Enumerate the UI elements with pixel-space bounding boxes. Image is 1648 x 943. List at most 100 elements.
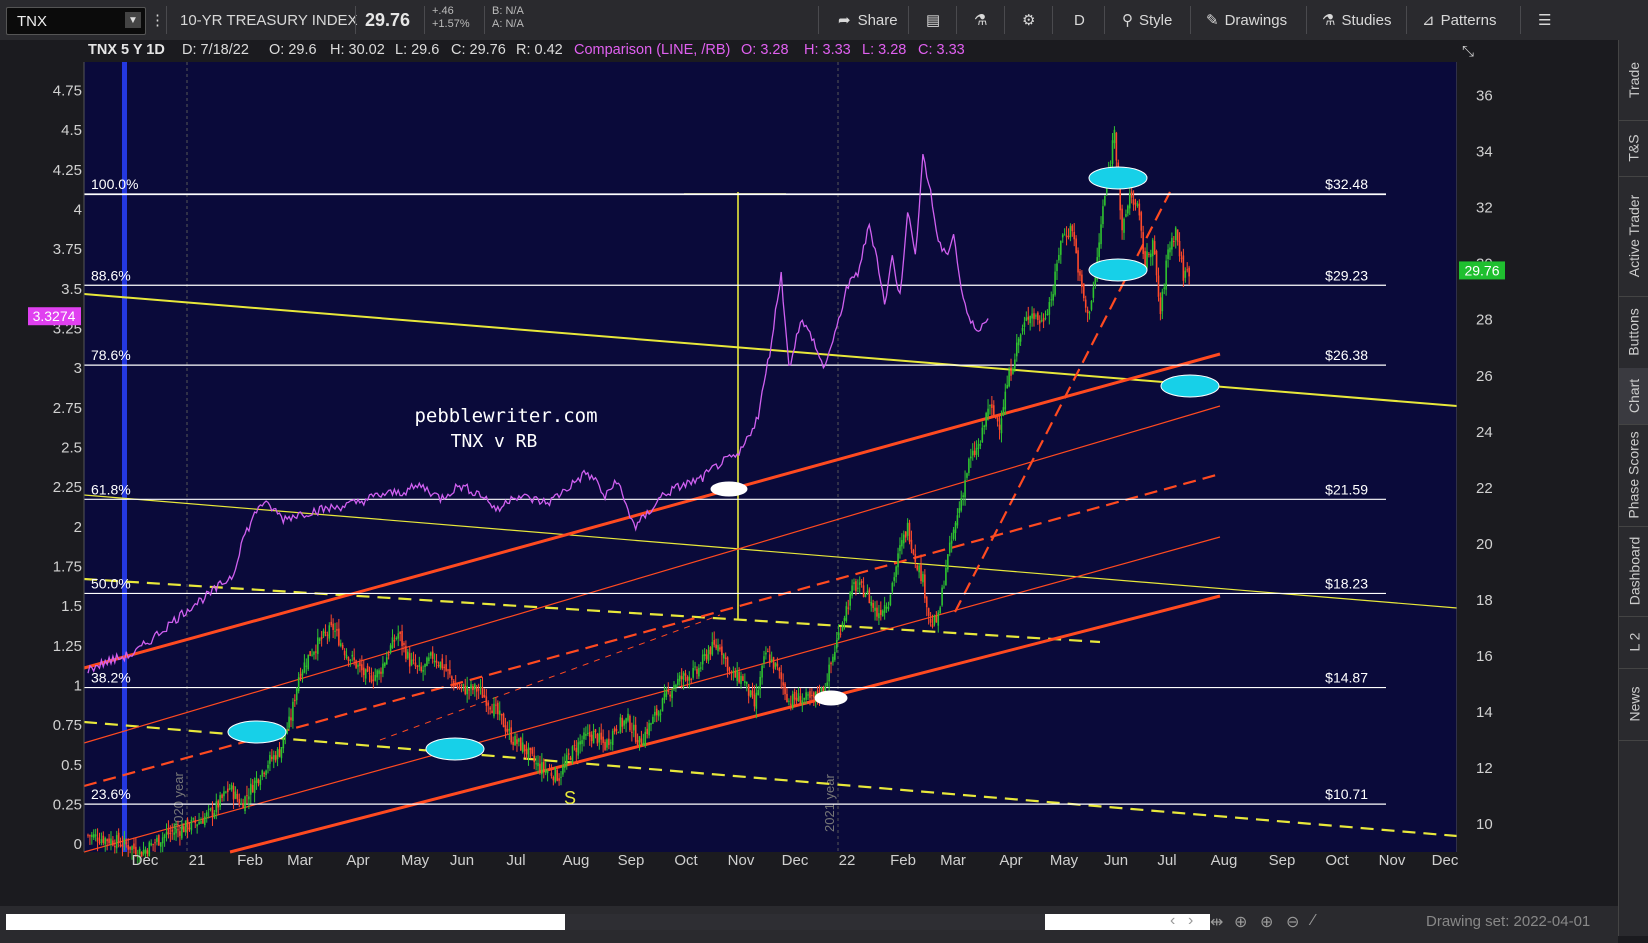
candle-body xyxy=(399,632,401,635)
candle-body xyxy=(745,681,748,685)
hdr-cmp-close: C: 3.33 xyxy=(918,42,965,58)
hdr-cmp-low: L: 3.28 xyxy=(862,42,906,58)
chart-symbol-label: TNX 5 Y 1D xyxy=(88,42,165,58)
candle-body xyxy=(435,660,438,664)
nav-tab-buttons[interactable]: Buttons xyxy=(1619,296,1648,369)
candle-body xyxy=(1063,234,1066,236)
red-channel-dashed-mid xyxy=(83,472,1221,788)
settings-button[interactable]: ⚙ xyxy=(1012,0,1045,40)
expand-icon[interactable]: ⇹ xyxy=(1210,914,1224,931)
candle-body xyxy=(297,677,300,692)
studies-button[interactable]: ⚗ Studies xyxy=(1312,0,1402,40)
candle-body xyxy=(885,607,888,609)
candle-body xyxy=(763,656,765,664)
period-button[interactable]: D xyxy=(1064,0,1095,40)
grip-icon[interactable]: ⋮ xyxy=(150,12,165,29)
share-button[interactable]: ➦ Share xyxy=(828,0,908,40)
cyan-marker[interactable] xyxy=(227,720,287,744)
plot-area[interactable] xyxy=(84,62,1457,852)
scroll-left-icon[interactable]: ‹ xyxy=(1170,912,1176,929)
candle-body xyxy=(700,667,702,669)
candle-body xyxy=(163,834,166,838)
price-chart[interactable]: TNX 5 Y 1D D: 7/18/22 O: 29.6 H: 30.02 L… xyxy=(0,40,1618,906)
cyan-marker[interactable] xyxy=(425,737,485,761)
nav-tab-dashboard[interactable]: Dashboard xyxy=(1619,526,1648,617)
candle-body xyxy=(414,662,417,667)
candle-body xyxy=(1054,271,1056,295)
menu-button[interactable]: ☰ xyxy=(1528,0,1561,40)
candle-body xyxy=(142,850,145,855)
x-tick-label: 22 xyxy=(839,852,856,869)
collapse-icon[interactable]: ⤡ xyxy=(1462,43,1474,60)
candle-body xyxy=(914,553,917,562)
candle-body xyxy=(1098,242,1100,257)
candle-body xyxy=(970,456,972,459)
candle-body xyxy=(96,837,99,842)
candle-body xyxy=(412,659,415,661)
nav-tab-news[interactable]: News xyxy=(1619,668,1648,741)
cyan-marker[interactable] xyxy=(1160,374,1220,398)
bid: B: N/A xyxy=(492,5,524,17)
candle-body xyxy=(962,495,964,498)
candle-body xyxy=(301,671,304,676)
candle-body xyxy=(491,710,493,714)
scrollbar-thumb[interactable] xyxy=(565,914,1045,930)
candle-body xyxy=(701,654,704,665)
candle-body xyxy=(497,702,499,715)
left-tick-label: 0 xyxy=(74,836,82,853)
right-tick-label: 20 xyxy=(1476,536,1493,553)
candle-body xyxy=(395,637,398,639)
fib-pct-label: 38.2% xyxy=(91,670,131,686)
candle-body xyxy=(317,637,319,655)
nav-tab-l-2[interactable]: L 2 xyxy=(1619,616,1648,669)
gear-icon: ⚙ xyxy=(1022,12,1036,29)
candle-body xyxy=(188,827,191,829)
candle-body xyxy=(451,676,453,680)
candle-body xyxy=(211,806,214,817)
cyan-marker[interactable] xyxy=(1088,258,1148,282)
candle-body xyxy=(1182,255,1185,281)
chevron-down-icon[interactable]: ▼ xyxy=(125,12,141,28)
nav-tab-chart[interactable]: Chart xyxy=(1619,368,1648,425)
net-change: +.46 xyxy=(432,5,454,17)
candle-body xyxy=(839,633,842,635)
zoom-out-icon[interactable]: ⊖ xyxy=(1286,914,1300,931)
candle-body xyxy=(403,642,405,646)
white-marker[interactable] xyxy=(814,690,848,706)
candle-body xyxy=(943,586,945,588)
symbol-selector[interactable]: TNX ▼ xyxy=(6,7,146,35)
left-tick-label: 1 xyxy=(74,677,82,694)
candle-body xyxy=(611,731,614,745)
drawings-button[interactable]: ✎ Drawings xyxy=(1196,0,1297,40)
nav-tab-active-trader[interactable]: Active Trader xyxy=(1619,176,1648,297)
crosshair-icon[interactable]: ⊕ xyxy=(1234,914,1248,931)
nav-tab-label: News xyxy=(1626,686,1643,722)
candle-body xyxy=(812,692,815,698)
nav-tab-phase-scores[interactable]: Phase Scores xyxy=(1619,424,1648,527)
candle-body xyxy=(646,728,648,735)
candle-body xyxy=(615,729,618,731)
draw-tool-icon[interactable]: ⁄ xyxy=(1312,912,1315,929)
candle-body xyxy=(751,690,754,696)
cyan-marker[interactable] xyxy=(1088,166,1148,190)
candle-body xyxy=(550,772,553,776)
white-marker[interactable] xyxy=(710,481,748,497)
right-tick-label: 24 xyxy=(1476,424,1493,441)
nav-tab-t-s[interactable]: T&S xyxy=(1619,120,1648,177)
candle-body xyxy=(790,703,792,705)
scroll-right-icon[interactable]: › xyxy=(1188,912,1194,929)
nav-tab-trade[interactable]: Trade xyxy=(1619,40,1648,121)
candle-body xyxy=(722,654,725,659)
style-button[interactable]: ⚲ Style xyxy=(1112,0,1182,40)
candle-body xyxy=(255,777,258,783)
candle-body xyxy=(441,658,444,669)
data-box-button[interactable]: ▤ xyxy=(916,0,950,40)
candle-body xyxy=(966,473,968,478)
studies-flask-button[interactable]: ⚗ xyxy=(964,0,997,40)
patterns-button[interactable]: ⊿ Patterns xyxy=(1412,0,1506,40)
candle-body xyxy=(196,824,198,827)
candle-body xyxy=(1048,302,1051,315)
zoom-in-icon[interactable]: ⊕ xyxy=(1260,914,1274,931)
candle-body xyxy=(225,791,227,793)
candle-body xyxy=(288,716,290,728)
